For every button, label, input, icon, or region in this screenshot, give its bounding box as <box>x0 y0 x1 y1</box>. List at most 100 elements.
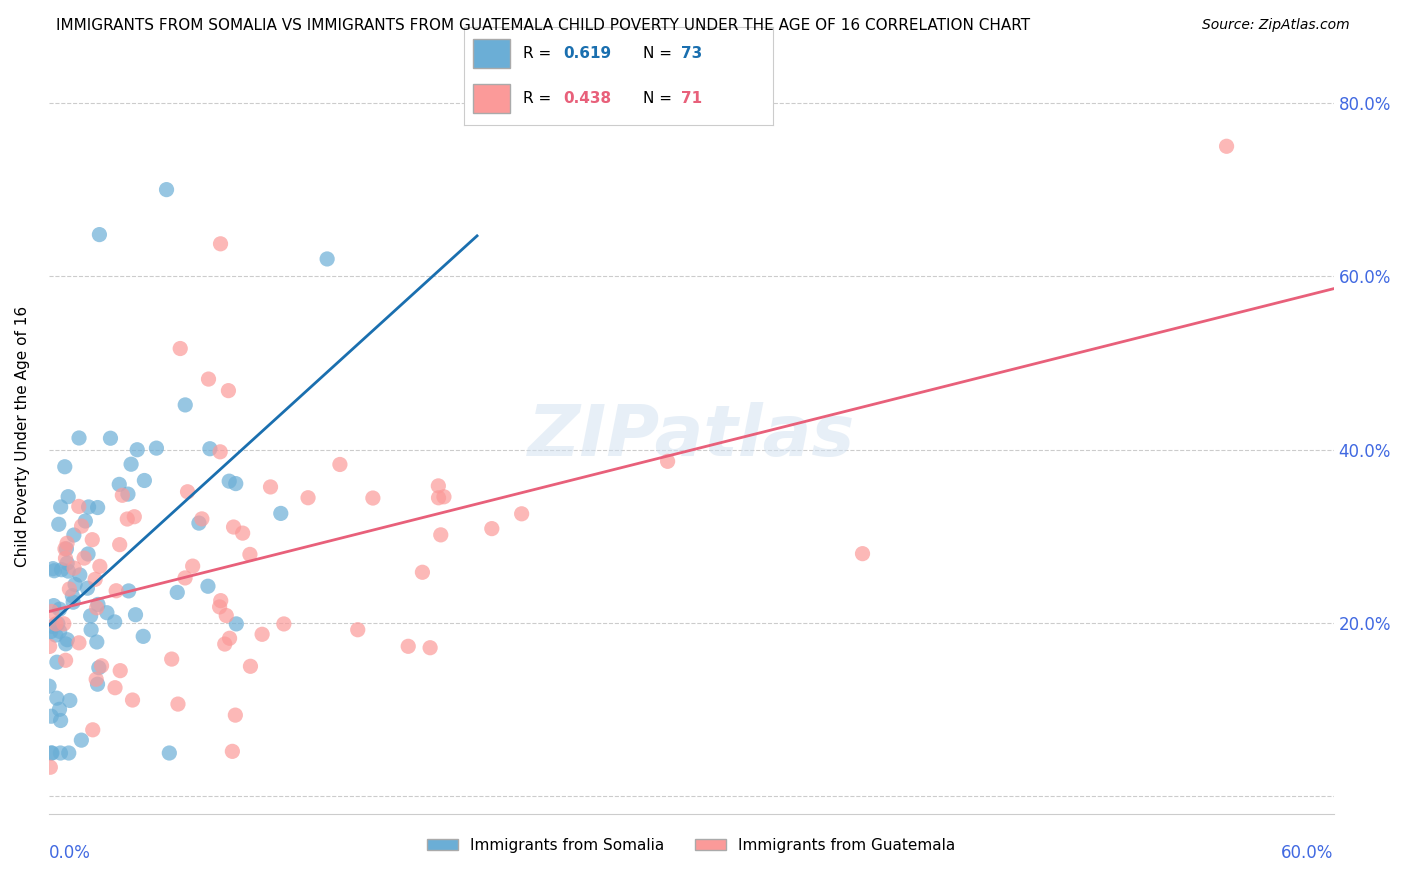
Legend: Immigrants from Somalia, Immigrants from Guatemala: Immigrants from Somalia, Immigrants from… <box>422 831 962 859</box>
Immigrants from Guatemala <box>67 500 90 514</box>
Immigrants from Somalia <box>86 677 108 691</box>
Immigrants from Guatemala <box>427 491 450 505</box>
Immigrants from Somalia <box>59 693 82 707</box>
Immigrants from Somalia <box>270 507 292 521</box>
Immigrants from Somalia <box>58 564 80 578</box>
Immigrants from Guatemala <box>63 561 86 575</box>
Immigrants from Guatemala <box>214 637 236 651</box>
Immigrants from Guatemala <box>297 491 319 505</box>
Immigrants from Somalia <box>39 624 62 639</box>
Immigrants from Guatemala <box>124 509 146 524</box>
Text: R =: R = <box>523 91 555 106</box>
Immigrants from Somalia <box>70 733 93 747</box>
Immigrants from Somalia <box>218 474 240 488</box>
Text: 73: 73 <box>681 45 702 61</box>
Immigrants from Somalia <box>41 619 63 633</box>
Immigrants from Somalia <box>53 459 76 474</box>
Text: ZIPatlas: ZIPatlas <box>527 402 855 471</box>
Immigrants from Guatemala <box>82 533 104 547</box>
Immigrants from Guatemala <box>429 528 451 542</box>
Immigrants from Somalia <box>166 585 188 599</box>
Text: Source: ZipAtlas.com: Source: ZipAtlas.com <box>1202 18 1350 32</box>
Immigrants from Somalia <box>69 568 91 582</box>
Immigrants from Somalia <box>38 679 60 693</box>
Immigrants from Somalia <box>44 564 66 578</box>
Immigrants from Guatemala <box>82 723 104 737</box>
Immigrants from Guatemala <box>657 454 679 468</box>
Immigrants from Somalia <box>100 431 122 445</box>
Immigrants from Somalia <box>46 616 69 631</box>
Immigrants from Guatemala <box>209 593 232 607</box>
Immigrants from Guatemala <box>105 583 128 598</box>
Immigrants from Guatemala <box>222 520 245 534</box>
Immigrants from Somalia <box>56 556 79 570</box>
Immigrants from Guatemala <box>84 672 107 686</box>
Immigrants from Guatemala <box>55 551 77 566</box>
Immigrants from Guatemala <box>108 538 131 552</box>
Immigrants from Guatemala <box>218 632 240 646</box>
FancyBboxPatch shape <box>474 84 510 113</box>
Immigrants from Somalia <box>58 746 80 760</box>
Immigrants from Guatemala <box>108 664 131 678</box>
Immigrants from Guatemala <box>197 372 219 386</box>
Immigrants from Guatemala <box>89 559 111 574</box>
Immigrants from Guatemala <box>361 491 384 505</box>
Immigrants from Somalia <box>62 595 84 609</box>
Immigrants from Somalia <box>45 655 67 669</box>
Immigrants from Guatemala <box>232 526 254 541</box>
Immigrants from Somalia <box>76 581 98 595</box>
Immigrants from Somalia <box>39 746 62 760</box>
Immigrants from Somalia <box>145 441 167 455</box>
Immigrants from Somalia <box>49 746 72 760</box>
Immigrants from Guatemala <box>45 616 67 631</box>
Immigrants from Somalia <box>49 714 72 728</box>
Immigrants from Somalia <box>198 442 221 456</box>
Immigrants from Somalia <box>86 635 108 649</box>
Immigrants from Guatemala <box>121 693 143 707</box>
Immigrants from Somalia <box>56 490 79 504</box>
Text: IMMIGRANTS FROM SOMALIA VS IMMIGRANTS FROM GUATEMALA CHILD POVERTY UNDER THE AGE: IMMIGRANTS FROM SOMALIA VS IMMIGRANTS FR… <box>56 18 1031 33</box>
Immigrants from Guatemala <box>181 559 204 574</box>
Immigrants from Guatemala <box>433 490 456 504</box>
Immigrants from Guatemala <box>510 507 533 521</box>
Immigrants from Somalia <box>48 602 70 616</box>
Immigrants from Somalia <box>77 547 100 561</box>
Immigrants from Somalia <box>79 608 101 623</box>
Immigrants from Somalia <box>155 183 177 197</box>
Immigrants from Guatemala <box>217 384 239 398</box>
Immigrants from Guatemala <box>208 599 231 614</box>
Text: 0.0%: 0.0% <box>49 844 90 862</box>
Immigrants from Guatemala <box>90 658 112 673</box>
Immigrants from Guatemala <box>53 541 76 556</box>
Immigrants from Guatemala <box>221 744 243 758</box>
Immigrants from Guatemala <box>224 708 246 723</box>
Immigrants from Somalia <box>45 691 67 706</box>
Text: N =: N = <box>644 91 678 106</box>
Immigrants from Somalia <box>55 637 77 651</box>
Immigrants from Somalia <box>117 487 139 501</box>
Immigrants from Somalia <box>63 528 86 542</box>
Immigrants from Somalia <box>127 442 149 457</box>
Immigrants from Somalia <box>55 541 77 556</box>
Immigrants from Somalia <box>63 577 86 591</box>
Immigrants from Somalia <box>187 516 209 530</box>
Immigrants from Guatemala <box>169 342 191 356</box>
Immigrants from Somalia <box>197 579 219 593</box>
Immigrants from Somalia <box>42 599 65 613</box>
Immigrants from Guatemala <box>117 512 139 526</box>
Immigrants from Guatemala <box>215 608 238 623</box>
Immigrants from Somalia <box>56 632 79 647</box>
Immigrants from Guatemala <box>38 640 60 654</box>
Immigrants from Somalia <box>225 616 247 631</box>
Immigrants from Somalia <box>104 615 127 629</box>
Immigrants from Guatemala <box>84 573 107 587</box>
Immigrants from Somalia <box>48 517 70 532</box>
Immigrants from Somalia <box>134 474 156 488</box>
FancyBboxPatch shape <box>474 38 510 68</box>
Immigrants from Somalia <box>67 431 90 445</box>
Immigrants from Guatemala <box>52 616 75 631</box>
Immigrants from Guatemala <box>86 600 108 615</box>
Immigrants from Somalia <box>316 252 339 266</box>
Text: 71: 71 <box>681 91 702 106</box>
Immigrants from Somalia <box>89 227 111 242</box>
